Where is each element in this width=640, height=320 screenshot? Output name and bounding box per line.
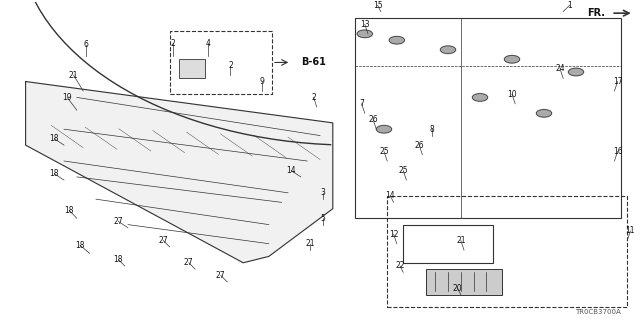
- Bar: [403, 225, 493, 263]
- Text: 25: 25: [398, 166, 408, 175]
- Text: 12: 12: [389, 230, 398, 239]
- Text: 2: 2: [170, 39, 175, 48]
- Text: 18: 18: [50, 134, 59, 143]
- Text: 24: 24: [555, 64, 565, 73]
- Text: 3: 3: [321, 188, 326, 197]
- Text: 2: 2: [228, 61, 233, 70]
- Text: 15: 15: [372, 1, 383, 10]
- Text: B-61: B-61: [301, 58, 326, 68]
- Text: 19: 19: [62, 93, 72, 102]
- Text: 2: 2: [311, 93, 316, 102]
- Text: 7: 7: [359, 99, 364, 108]
- Text: 21: 21: [456, 236, 465, 245]
- Text: 21: 21: [306, 239, 315, 248]
- Bar: [179, 59, 205, 78]
- Text: 14: 14: [385, 191, 396, 201]
- Polygon shape: [26, 82, 333, 263]
- Text: 10: 10: [507, 90, 517, 99]
- Text: 20: 20: [452, 284, 463, 293]
- Text: 27: 27: [113, 217, 124, 226]
- Text: 4: 4: [205, 39, 211, 48]
- Circle shape: [472, 94, 488, 101]
- Circle shape: [357, 30, 372, 38]
- Circle shape: [389, 36, 404, 44]
- Text: TR0CB3700A: TR0CB3700A: [575, 309, 621, 315]
- Bar: [426, 269, 502, 295]
- Text: 21: 21: [69, 71, 78, 80]
- Circle shape: [440, 46, 456, 53]
- Text: FR.: FR.: [587, 8, 605, 18]
- Text: 16: 16: [612, 147, 623, 156]
- Circle shape: [568, 68, 584, 76]
- Text: 9: 9: [260, 77, 265, 86]
- Text: 13: 13: [360, 20, 370, 29]
- Text: 14: 14: [286, 166, 296, 175]
- Text: 17: 17: [612, 77, 623, 86]
- Text: 1: 1: [567, 1, 572, 10]
- Circle shape: [504, 55, 520, 63]
- Text: 18: 18: [65, 206, 74, 215]
- Text: 25: 25: [379, 147, 389, 156]
- Text: 18: 18: [114, 255, 123, 264]
- Bar: [387, 196, 627, 307]
- Text: 6: 6: [84, 40, 89, 50]
- Text: 11: 11: [626, 227, 635, 236]
- Text: 22: 22: [396, 261, 404, 270]
- Circle shape: [376, 125, 392, 133]
- Text: 27: 27: [184, 258, 194, 267]
- Text: 26: 26: [368, 115, 378, 124]
- Bar: [355, 18, 621, 218]
- Text: 27: 27: [158, 236, 168, 245]
- Text: 18: 18: [76, 241, 84, 250]
- Text: 18: 18: [50, 169, 59, 178]
- Text: 26: 26: [414, 140, 424, 150]
- Text: 5: 5: [321, 214, 326, 223]
- Circle shape: [536, 109, 552, 117]
- Bar: [170, 31, 272, 94]
- Text: 27: 27: [216, 271, 226, 280]
- Text: 8: 8: [429, 125, 435, 134]
